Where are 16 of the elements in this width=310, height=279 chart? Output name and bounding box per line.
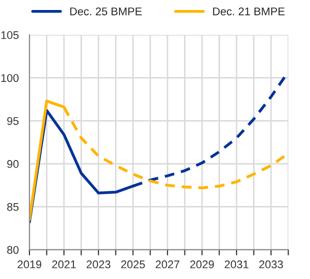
- y-tick-label: 85: [7, 203, 19, 211]
- x-tick-label: 2023: [86, 260, 110, 268]
- x-tick-label: 2031: [224, 260, 248, 268]
- y-tick-label: 105: [1, 31, 19, 40]
- legend-label: Dec. 25 BMPE: [70, 7, 142, 16]
- x-tick-label: 2033: [259, 260, 283, 268]
- x-tick-label: 2021: [52, 260, 76, 268]
- y-tick-label: 100: [1, 74, 19, 82]
- y-tick-label: 90: [7, 160, 19, 168]
- x-tick-label: 2027: [156, 260, 180, 268]
- x-tick-label: 2025: [121, 260, 145, 268]
- y-tick-label: 95: [7, 117, 19, 125]
- x-tick-label: 2019: [18, 260, 42, 268]
- legend-label: Dec. 21 BMPE: [213, 7, 285, 16]
- x-tick-label: 2029: [190, 260, 214, 268]
- y-tick-label: 80: [7, 246, 19, 254]
